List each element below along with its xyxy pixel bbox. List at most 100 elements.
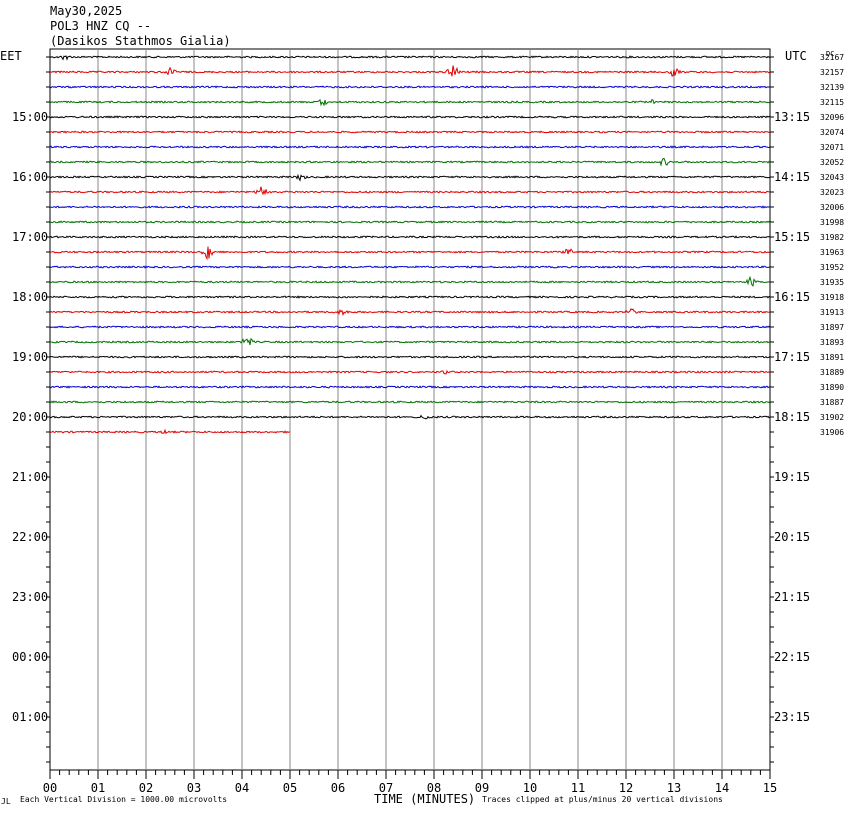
- trace-dc-label: 32071: [820, 143, 844, 152]
- seismic-trace: [49, 205, 771, 209]
- trace-dc-label: 32139: [820, 83, 844, 92]
- seismic-trace: [49, 98, 771, 107]
- right-hour-label: 21:15: [774, 590, 810, 604]
- trace-dc-label: 31906: [820, 428, 844, 437]
- right-hour-label: 23:15: [774, 710, 810, 724]
- trace-dc-label: 32052: [820, 158, 844, 167]
- trace-dc-label: 31998: [820, 218, 844, 227]
- left-hour-label: 00:00: [12, 650, 48, 664]
- seismic-trace: [49, 308, 771, 317]
- plot-frame: [49, 48, 771, 771]
- seismic-trace: [49, 173, 771, 182]
- scale-note: Each Vertical Division = 1000.00 microvo…: [20, 795, 228, 804]
- x-tick-label: 08: [427, 781, 441, 795]
- seismic-trace: [49, 235, 771, 239]
- seismic-trace: [49, 400, 771, 404]
- seismic-trace: [49, 186, 771, 196]
- trace-dc-label: 32096: [820, 113, 844, 122]
- trace-dc-label: 32167: [820, 53, 844, 62]
- seismic-trace: [49, 275, 771, 287]
- left-timezone-label: EET: [0, 49, 22, 63]
- trace-dc-label: 32043: [820, 173, 844, 182]
- trace-dc-label: 31897: [820, 323, 844, 332]
- seismic-trace: [49, 85, 771, 89]
- x-tick-label: 14: [715, 781, 729, 795]
- left-hour-label: 19:00: [12, 350, 48, 364]
- trace-dc-label: 31887: [820, 398, 844, 407]
- seismic-trace: [49, 428, 291, 435]
- x-tick-label: 05: [283, 781, 297, 795]
- x-tick-label: 11: [571, 781, 585, 795]
- right-hour-label: 13:15: [774, 110, 810, 124]
- x-tick-label: 13: [667, 781, 681, 795]
- left-hour-label: 23:00: [12, 590, 48, 604]
- seismic-trace: [49, 265, 771, 269]
- trace-dc-label: 32023: [820, 188, 844, 197]
- seismic-trace: [49, 295, 771, 299]
- trace-dc-label: 31889: [820, 368, 844, 377]
- x-tick-label: 01: [91, 781, 105, 795]
- x-tick-label: 15: [763, 781, 777, 795]
- date-label: May30,2025: [50, 4, 123, 18]
- right-hour-label: 14:15: [774, 170, 810, 184]
- right-hour-label: 22:15: [774, 650, 810, 664]
- trace-dc-label: 32115: [820, 98, 844, 107]
- station-label: POL3 HNZ CQ --: [50, 19, 152, 33]
- x-tick-label: 02: [139, 781, 153, 795]
- seismic-trace: [49, 414, 771, 420]
- x-tick-label: 10: [523, 781, 537, 795]
- seismic-trace: [49, 145, 771, 149]
- clip-note: Traces clipped at plus/minus 20 vertical…: [482, 795, 723, 804]
- x-tick-label: 03: [187, 781, 201, 795]
- left-hour-label: 21:00: [12, 470, 48, 484]
- seismic-trace: [49, 55, 771, 61]
- seismic-trace: [50, 337, 771, 346]
- dc-label: DC: [826, 50, 834, 58]
- trace-dc-label: 31893: [820, 338, 844, 347]
- seismic-trace: [49, 115, 771, 119]
- x-tick-label: 07: [379, 781, 393, 795]
- seismic-trace: [49, 355, 771, 359]
- left-hour-label: 22:00: [12, 530, 48, 544]
- seismic-trace: [49, 369, 771, 375]
- left-hour-label: 20:00: [12, 410, 48, 424]
- right-hour-label: 17:15: [774, 350, 810, 364]
- x-axis-title: TIME (MINUTES): [374, 792, 476, 806]
- seismic-trace: [49, 385, 771, 389]
- right-hour-label: 19:15: [774, 470, 810, 484]
- trace-dc-label: 31902: [820, 413, 844, 422]
- right-hour-label: 20:15: [774, 530, 810, 544]
- seismic-trace: [49, 65, 771, 77]
- trace-dc-label: 31982: [820, 233, 844, 242]
- right-timezone-label: UTC: [785, 49, 807, 63]
- corner-mark: JL: [1, 797, 11, 806]
- trace-dc-label: 31963: [820, 248, 844, 257]
- location-label: (Dasikos Stathmos Gialia): [50, 34, 231, 48]
- x-tick-label: 06: [331, 781, 345, 795]
- left-hour-label: 16:00: [12, 170, 48, 184]
- x-tick-label: 00: [43, 781, 57, 795]
- trace-dc-label: 32074: [820, 128, 844, 137]
- trace-dc-label: 31891: [820, 353, 844, 362]
- left-hour-label: 01:00: [12, 710, 48, 724]
- seismic-trace: [49, 325, 771, 329]
- left-hour-label: 18:00: [12, 290, 48, 304]
- seismic-trace: [49, 157, 771, 167]
- x-tick-label: 12: [619, 781, 633, 795]
- x-tick-label: 09: [475, 781, 489, 795]
- right-hour-label: 15:15: [774, 230, 810, 244]
- left-hour-label: 15:00: [12, 110, 48, 124]
- seismic-trace: [50, 246, 771, 261]
- trace-dc-label: 31918: [820, 293, 844, 302]
- trace-dc-label: 32006: [820, 203, 844, 212]
- seismic-trace: [49, 130, 771, 134]
- trace-dc-label: 31890: [820, 383, 844, 392]
- left-hour-label: 17:00: [12, 230, 48, 244]
- trace-dc-label: 31913: [820, 308, 844, 317]
- x-tick-label: 04: [235, 781, 249, 795]
- trace-dc-label: 31952: [820, 263, 844, 272]
- right-hour-label: 18:15: [774, 410, 810, 424]
- right-hour-label: 16:15: [774, 290, 810, 304]
- seismic-trace: [49, 220, 771, 224]
